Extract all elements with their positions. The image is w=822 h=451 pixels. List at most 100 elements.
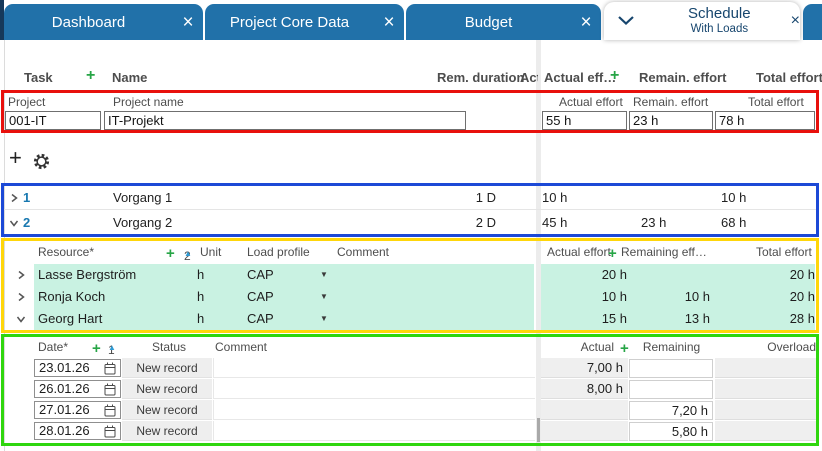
column-header-act-clipped[interactable]: Act	[520, 70, 538, 85]
task-remain-effort[interactable]: 23 h	[641, 215, 666, 230]
remaining-cell[interactable]	[629, 380, 713, 399]
remaining-cell[interactable]	[629, 359, 713, 378]
column-header-total-effort[interactable]: Total effort	[756, 70, 822, 85]
chevron-down-icon[interactable]	[16, 314, 26, 324]
project-total-effort-field[interactable]: 78 h	[715, 111, 815, 130]
column-header-actual-effort[interactable]: Actual eff…	[544, 70, 616, 85]
resource-actual-effort[interactable]: 20 h	[544, 267, 627, 283]
add-column-icon[interactable]: +	[166, 245, 175, 262]
chevron-right-icon[interactable]	[16, 270, 26, 280]
task-name[interactable]: Vorgang 1	[113, 190, 172, 205]
date-field[interactable]: 23.01.26	[34, 359, 121, 377]
add-column-icon[interactable]: +	[620, 340, 629, 357]
add-column-icon[interactable]: +	[86, 67, 95, 85]
task-rem-duration[interactable]: 2 D	[459, 215, 496, 230]
column-header-rem-duration[interactable]: Rem. duration	[437, 70, 524, 85]
column-header-remain-effort[interactable]: Remain. effort	[639, 70, 726, 85]
tab-project-core-data[interactable]: Project Core Data ×	[205, 4, 404, 40]
record-row[interactable]: 23.01.26 New record 7,00 h	[4, 358, 816, 379]
resource-name[interactable]: Georg Hart	[38, 311, 102, 327]
add-column-icon[interactable]: +	[610, 67, 619, 85]
task-name[interactable]: Vorgang 2	[113, 215, 172, 230]
add-row-button[interactable]: +	[9, 147, 22, 169]
gear-icon[interactable]	[32, 152, 51, 171]
unit-col-header[interactable]: Unit	[200, 245, 221, 259]
comment-col-header[interactable]: Comment	[215, 340, 267, 354]
tab-dashboard[interactable]: Dashboard ×	[4, 4, 203, 40]
record-row[interactable]: 26.01.26 New record 8,00 h	[4, 379, 816, 400]
resource-load-profile[interactable]: CAP	[247, 289, 274, 305]
resource-actual-effort[interactable]: 15 h	[544, 311, 627, 327]
comment-cell[interactable]	[213, 400, 535, 420]
calendar-icon[interactable]	[104, 362, 116, 375]
resource-load-profile[interactable]: CAP	[247, 311, 274, 327]
remaining-col-header[interactable]: Remaining	[629, 340, 714, 354]
task-row[interactable]: 1 Vorgang 1 1 D 10 h 10 h	[4, 186, 816, 210]
project-remain-effort-field[interactable]: 23 h	[629, 111, 713, 130]
task-number[interactable]: 1	[23, 190, 30, 205]
resource-row[interactable]: Ronja Koch h CAP ▼ 10 h 10 h 20 h	[4, 286, 816, 308]
add-column-icon[interactable]: +	[92, 340, 101, 357]
total-effort-col-header[interactable]: Total effort	[756, 245, 812, 259]
calendar-icon[interactable]	[104, 383, 116, 396]
date-field[interactable]: 28.01.26	[34, 422, 121, 440]
dropdown-arrow-icon[interactable]: ▼	[320, 311, 328, 327]
resource-unit[interactable]: h	[197, 289, 204, 305]
chevron-right-icon[interactable]	[16, 292, 26, 302]
resource-actual-effort[interactable]: 10 h	[544, 289, 627, 305]
add-column-icon[interactable]: +	[608, 245, 617, 262]
remaining-cell[interactable]: 7,20 h	[629, 401, 713, 420]
close-icon[interactable]: ×	[173, 13, 203, 32]
chevron-down-icon[interactable]	[9, 218, 19, 228]
resource-total-effort[interactable]: 20 h	[739, 267, 815, 283]
resource-name[interactable]: Ronja Koch	[38, 289, 105, 305]
task-actual-effort[interactable]: 45 h	[542, 215, 567, 230]
status-col-header[interactable]: Status	[152, 340, 186, 354]
load-profile-col-header[interactable]: Load profile	[247, 245, 310, 259]
remaining-cell[interactable]: 5,80 h	[629, 422, 713, 441]
actual-effort-col-header[interactable]: Actual effort	[547, 245, 611, 259]
task-actual-effort[interactable]: 10 h	[542, 190, 567, 205]
resource-row[interactable]: Georg Hart h CAP ▼ 15 h 13 h 28 h	[4, 308, 816, 330]
remaining-effort-col-header[interactable]: Remaining eff…	[621, 245, 707, 259]
record-row[interactable]: 28.01.26 New record 5,80 h	[4, 421, 816, 442]
resource-col-header[interactable]: Resource*	[38, 245, 94, 259]
resource-remaining-effort[interactable]: 13 h	[634, 311, 710, 327]
actual-col-header[interactable]: Actual	[564, 340, 614, 354]
column-header-name[interactable]: Name	[112, 70, 147, 85]
splitter-scroll-thumb[interactable]	[537, 418, 540, 442]
project-id-field[interactable]: 001-IT	[5, 111, 101, 130]
status-cell[interactable]: New record	[122, 358, 212, 378]
close-icon[interactable]: ×	[791, 12, 800, 30]
comment-cell[interactable]	[213, 358, 535, 378]
resource-total-effort[interactable]: 28 h	[739, 311, 815, 327]
calendar-icon[interactable]	[104, 404, 116, 417]
close-icon[interactable]: ×	[374, 13, 404, 32]
status-cell[interactable]: New record	[122, 421, 212, 441]
overload-col-header[interactable]: Overload	[744, 340, 816, 354]
column-header-task[interactable]: Task	[24, 70, 53, 85]
resource-unit[interactable]: h	[197, 267, 204, 283]
dropdown-arrow-icon[interactable]: ▼	[320, 289, 328, 305]
project-actual-effort-field[interactable]: 55 h	[542, 111, 627, 130]
task-rem-duration[interactable]: 1 D	[459, 190, 496, 205]
resource-name[interactable]: Lasse Bergström	[38, 267, 136, 283]
tab-hidden-sliver[interactable]	[803, 4, 822, 40]
dropdown-arrow-icon[interactable]: ▼	[320, 267, 328, 283]
record-row[interactable]: 27.01.26 New record 7,20 h	[4, 400, 816, 421]
status-cell[interactable]: New record	[122, 379, 212, 399]
resource-load-profile[interactable]: CAP	[247, 267, 274, 283]
comment-col-header[interactable]: Comment	[337, 245, 389, 259]
chevron-down-icon[interactable]	[604, 12, 648, 30]
status-cell[interactable]: New record	[122, 400, 212, 420]
task-total-effort[interactable]: 68 h	[721, 215, 746, 230]
project-name-field[interactable]: IT-Projekt	[104, 111, 466, 130]
date-col-header[interactable]: Date*	[38, 340, 68, 354]
tab-budget[interactable]: Budget ×	[406, 4, 601, 40]
task-number[interactable]: 2	[23, 215, 30, 230]
resource-remaining-effort[interactable]: 10 h	[634, 289, 710, 305]
calendar-icon[interactable]	[104, 425, 116, 438]
task-row[interactable]: 2 Vorgang 2 2 D 45 h 23 h 68 h	[4, 211, 816, 235]
task-total-effort[interactable]: 10 h	[721, 190, 746, 205]
date-field[interactable]: 27.01.26	[34, 401, 121, 419]
